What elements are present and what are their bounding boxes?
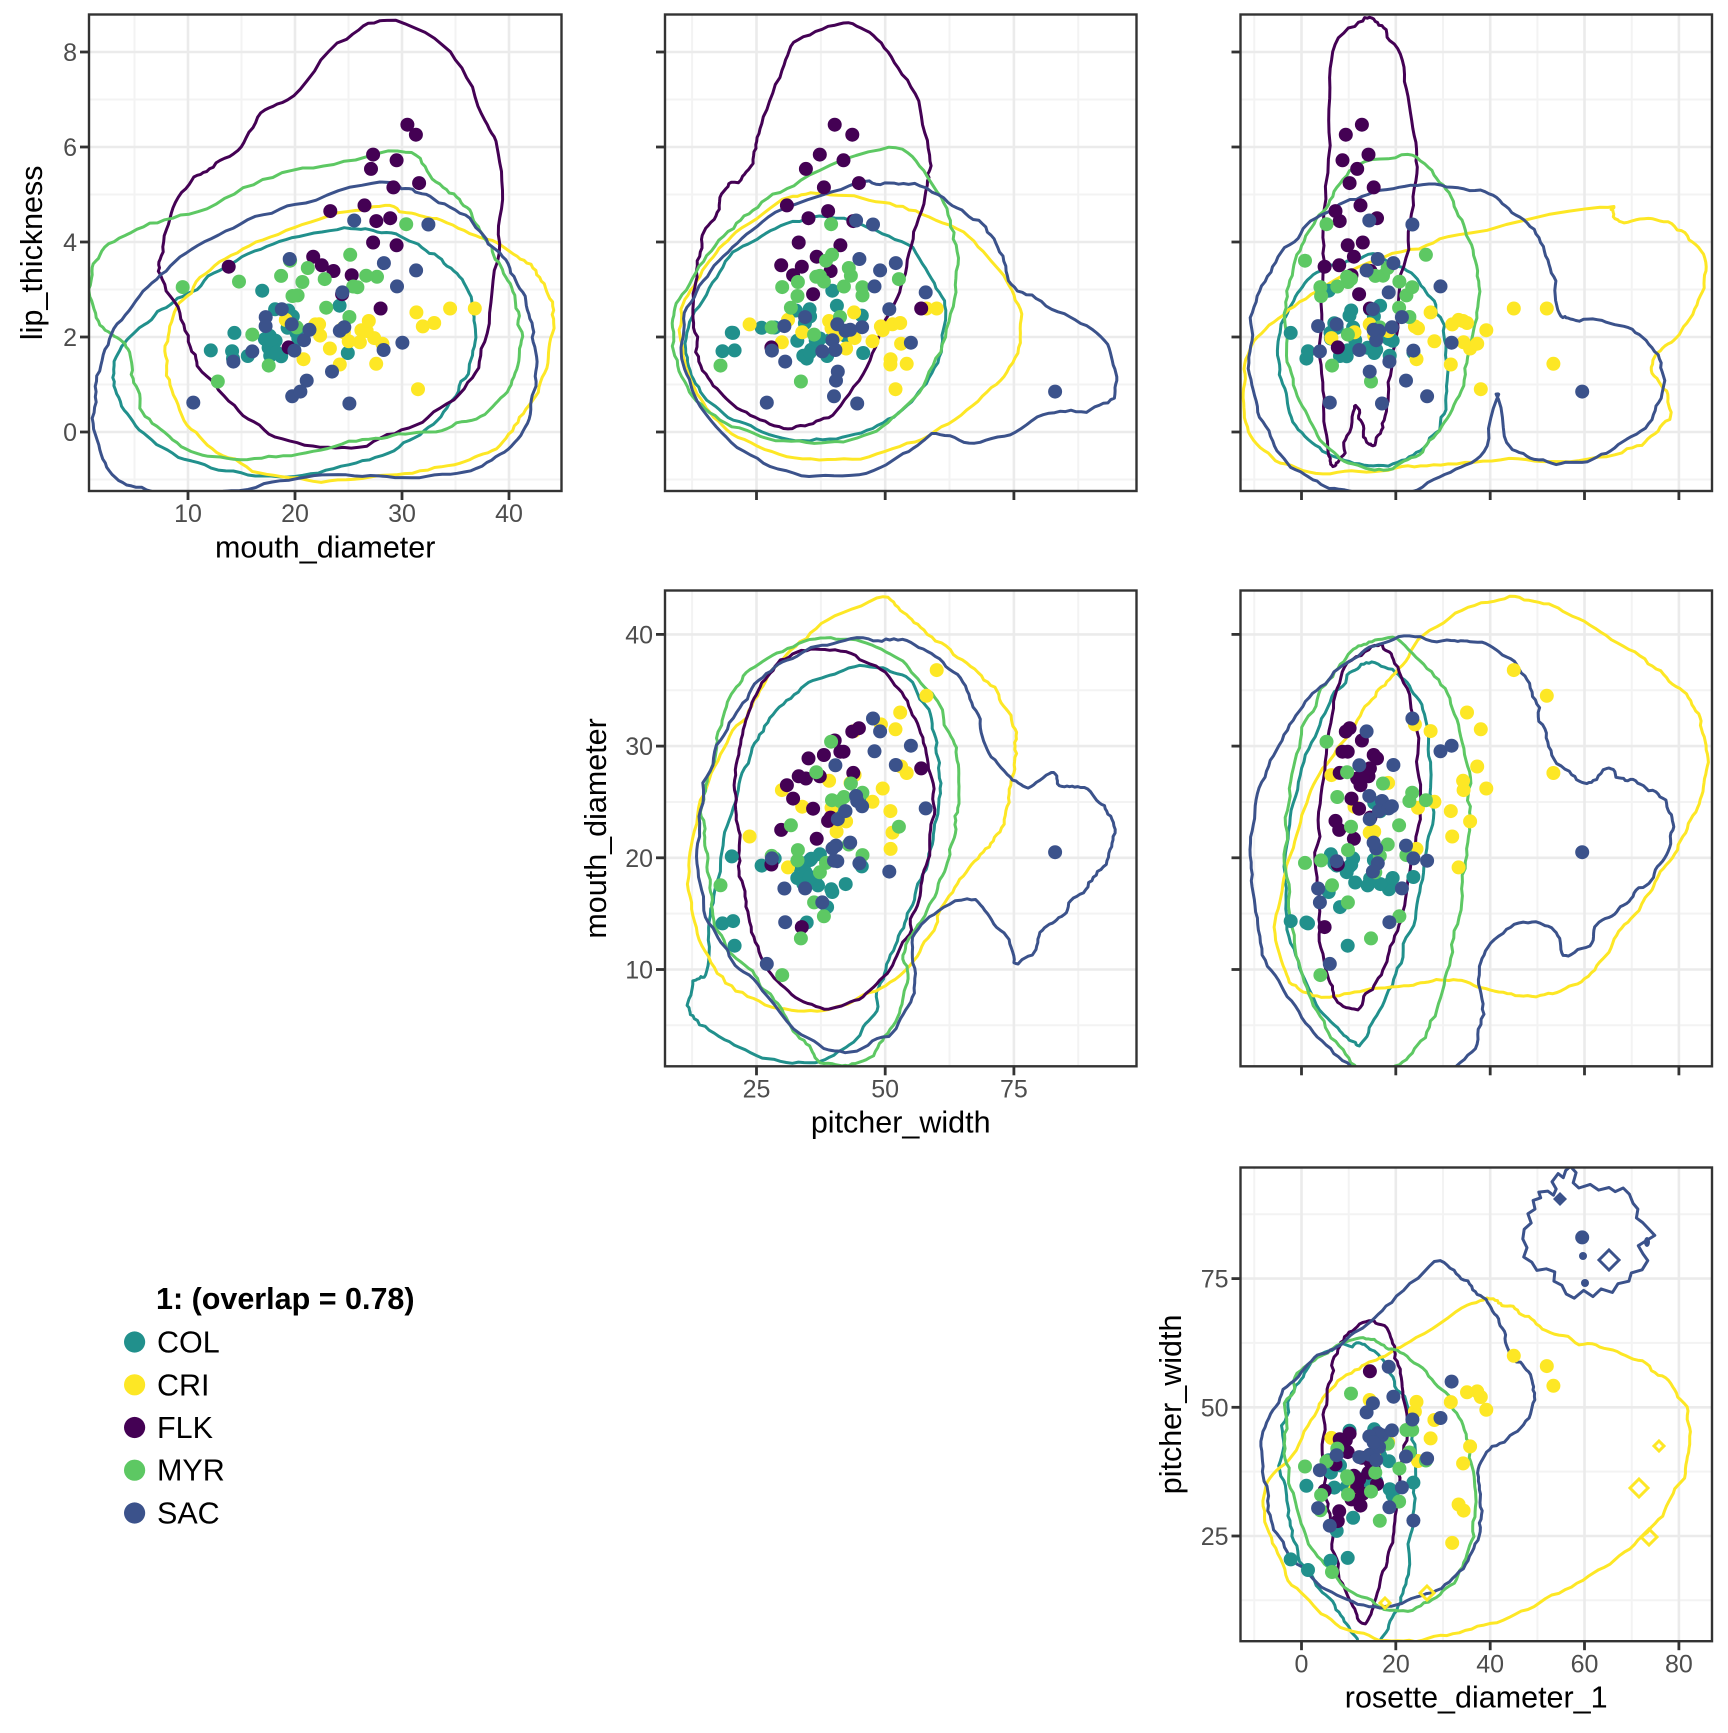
svg-text:mouth_diameter: mouth_diameter	[215, 531, 435, 565]
svg-text:pitcher_width: pitcher_width	[811, 1106, 991, 1140]
svg-text:20: 20	[1382, 1651, 1410, 1679]
svg-text:CRI: CRI	[157, 1368, 210, 1402]
svg-text:75: 75	[1201, 1266, 1229, 1294]
svg-text:20: 20	[625, 845, 653, 873]
svg-text:20: 20	[281, 500, 309, 528]
svg-text:pitcher_width: pitcher_width	[1154, 1315, 1188, 1495]
svg-text:40: 40	[1476, 1651, 1504, 1679]
svg-text:75: 75	[1000, 1076, 1028, 1104]
svg-text:rosette_diameter_1: rosette_diameter_1	[1345, 1681, 1608, 1715]
svg-text:40: 40	[625, 621, 653, 649]
svg-text:25: 25	[1201, 1523, 1229, 1551]
svg-text:1: (overlap = 0.78): 1: (overlap = 0.78)	[156, 1282, 415, 1316]
svg-text:30: 30	[625, 733, 653, 761]
svg-text:mouth_diameter: mouth_diameter	[579, 718, 613, 938]
svg-text:lip_thickness: lip_thickness	[15, 165, 49, 340]
svg-text:50: 50	[871, 1076, 899, 1104]
svg-text:60: 60	[1571, 1651, 1599, 1679]
svg-text:25: 25	[743, 1076, 771, 1104]
svg-text:COL: COL	[157, 1326, 220, 1360]
svg-text:0: 0	[63, 419, 77, 447]
svg-text:8: 8	[63, 39, 77, 67]
svg-text:FLK: FLK	[157, 1411, 213, 1445]
svg-text:SAC: SAC	[157, 1497, 220, 1531]
svg-text:30: 30	[388, 500, 416, 528]
svg-text:4: 4	[63, 229, 77, 257]
svg-text:50: 50	[1201, 1394, 1229, 1422]
svg-text:10: 10	[625, 957, 653, 985]
svg-text:6: 6	[63, 134, 77, 162]
svg-text:40: 40	[495, 500, 523, 528]
svg-text:2: 2	[63, 324, 77, 352]
svg-text:80: 80	[1665, 1651, 1693, 1679]
svg-text:MYR: MYR	[157, 1454, 225, 1488]
svg-text:10: 10	[174, 500, 202, 528]
svg-text:0: 0	[1295, 1651, 1309, 1679]
